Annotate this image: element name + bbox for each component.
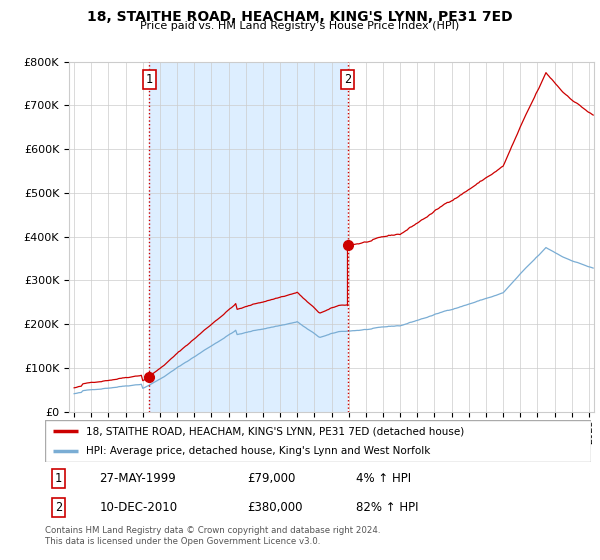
Bar [149, 62, 348, 412]
Text: Price paid vs. HM Land Registry’s House Price Index (HPI): Price paid vs. HM Land Registry’s House … [140, 21, 460, 31]
Text: Contains HM Land Registry data © Crown copyright and database right 2024.
This d: Contains HM Land Registry data © Crown c… [45, 526, 380, 546]
Text: 82% ↑ HPI: 82% ↑ HPI [356, 501, 419, 514]
Text: 27-MAY-1999: 27-MAY-1999 [100, 473, 176, 486]
Text: 18, STAITHE ROAD, HEACHAM, KING'S LYNN, PE31 7ED (detached house): 18, STAITHE ROAD, HEACHAM, KING'S LYNN, … [86, 426, 464, 436]
Text: 1: 1 [55, 473, 62, 486]
Text: 10-DEC-2010: 10-DEC-2010 [100, 501, 178, 514]
Text: 2: 2 [55, 501, 62, 514]
Text: 4% ↑ HPI: 4% ↑ HPI [356, 473, 412, 486]
Text: £79,000: £79,000 [247, 473, 295, 486]
Text: HPI: Average price, detached house, King's Lynn and West Norfolk: HPI: Average price, detached house, King… [86, 446, 430, 456]
Text: £380,000: £380,000 [247, 501, 302, 514]
Text: 2: 2 [344, 73, 352, 86]
Text: 18, STAITHE ROAD, HEACHAM, KING'S LYNN, PE31 7ED: 18, STAITHE ROAD, HEACHAM, KING'S LYNN, … [87, 10, 513, 24]
Text: 1: 1 [146, 73, 152, 86]
